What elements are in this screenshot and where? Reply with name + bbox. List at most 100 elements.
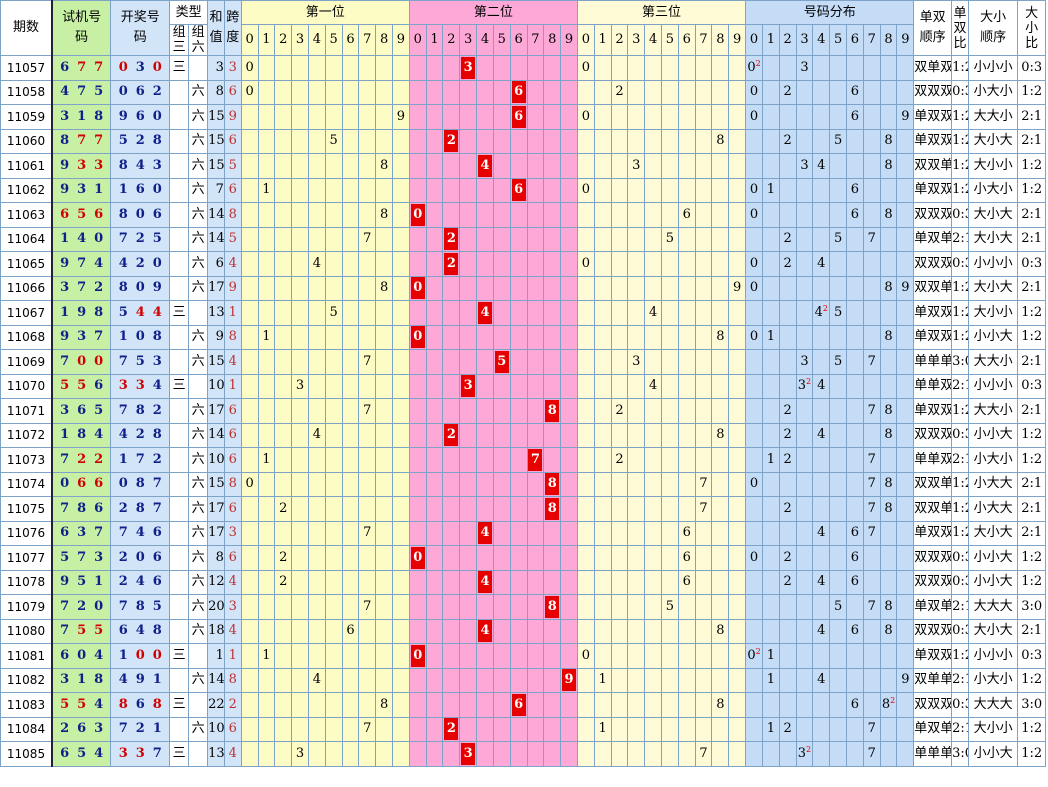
pos1-hit: 7: [358, 594, 377, 620]
pos3-hit: 2: [610, 79, 629, 105]
dist-hit: 0: [745, 471, 763, 497]
odd-even-order-cell: 双双双: [913, 422, 953, 448]
issue-cell: 11065: [0, 251, 53, 277]
trial-digit: 5: [77, 745, 87, 761]
big-small-order-cell: 大小小: [967, 153, 1019, 179]
span-cell: 6: [223, 496, 242, 522]
pos3-cell: [728, 618, 747, 644]
pos1-cell: [291, 349, 309, 375]
pos1-cell: [341, 177, 360, 203]
pos1-cell: [291, 422, 309, 448]
draw-digit: 4: [152, 378, 162, 394]
trial-digit: 6: [77, 402, 87, 418]
dist-cell: [896, 741, 915, 767]
dist-hit: 8: [879, 128, 898, 154]
odd-even-order-cell: 双双双: [913, 251, 953, 277]
pos1-cell: [257, 496, 276, 522]
pos3-cell: [694, 667, 713, 693]
pos3-cell: [610, 55, 629, 81]
dist-hit: 9: [896, 104, 915, 130]
header-pos3-digit: 3: [627, 24, 646, 56]
dist-cell: [845, 300, 864, 326]
pos3-cell: [576, 226, 595, 252]
pos1-cell: [341, 202, 360, 228]
pos2-cell: [526, 324, 545, 350]
pos2-cell: [526, 716, 545, 742]
pos2-cell: [526, 520, 545, 546]
span-cell: 6: [223, 398, 242, 424]
pos2-cell: [442, 471, 461, 497]
dist-cell: [761, 226, 780, 252]
big-small-order-cell: 大大小: [967, 104, 1019, 130]
header-dist-digit: 7: [862, 24, 881, 56]
dist-cell: [745, 594, 763, 620]
pos2-cell: [560, 373, 578, 399]
big-small-ratio-cell: 1:2: [1017, 545, 1046, 571]
pos1-cell: [324, 373, 343, 399]
dist-cell: [845, 447, 864, 473]
pos2-cell: [408, 104, 427, 130]
pos3-cell: [593, 422, 612, 448]
pos2-cell: [408, 79, 427, 105]
trial-digit: 6: [94, 378, 104, 394]
pos3-cell: [728, 79, 747, 105]
trial-digit: 1: [60, 231, 70, 247]
pos1-cell: [375, 177, 393, 203]
dist-cell: [778, 349, 797, 375]
pos3-cell: [694, 545, 713, 571]
issue-cell: 11085: [0, 741, 53, 767]
pos1-cell: [341, 128, 360, 154]
trial-digit: 7: [77, 549, 87, 565]
pos1-cell: [274, 373, 293, 399]
pos2-cell: [543, 373, 562, 399]
pos2-cell: [492, 447, 511, 473]
pos3-cell: [728, 55, 747, 81]
pos2-cell: [476, 128, 494, 154]
pos2-cell: [425, 618, 444, 644]
pos2-cell: [425, 202, 444, 228]
pos1-hit: 4: [307, 251, 326, 277]
pos1-cell: [240, 545, 259, 571]
pos2-hit-marker: 3: [461, 56, 476, 79]
odd-even-ratio-cell: 2:1: [951, 667, 969, 693]
pos1-cell: [307, 300, 326, 326]
dist-cell: [879, 226, 898, 252]
dist-cell: [862, 55, 881, 81]
draw-digit: 1: [118, 451, 128, 467]
dist-cell: [862, 643, 881, 669]
pos3-cell: [677, 177, 696, 203]
pos3-cell: [610, 153, 629, 179]
pos1-hit: 8: [375, 202, 393, 228]
pos2-cell: [560, 643, 578, 669]
pos3-cell: [694, 55, 713, 81]
pos1-cell: [240, 594, 259, 620]
pos1-cell: [324, 153, 343, 179]
dist-cell: [829, 153, 847, 179]
pos2-cell: [408, 177, 427, 203]
pos3-cell: [593, 177, 612, 203]
pos2-cell: [459, 520, 478, 546]
big-small-order-cell: 大小大: [967, 618, 1019, 644]
pos3-cell: [661, 692, 679, 718]
odd-even-order-cell: 双双双: [913, 569, 953, 595]
dist-cell: [862, 128, 881, 154]
dist-cell: [829, 324, 847, 350]
pos1-hit: 1: [257, 177, 276, 203]
sum-cell: 15: [207, 471, 225, 497]
pos1-cell: [324, 496, 343, 522]
pos1-cell: [257, 275, 276, 301]
pos3-hit: 9: [728, 275, 747, 301]
odd-even-ratio-cell: 1:2: [951, 275, 969, 301]
pos1-cell: [358, 471, 377, 497]
trial-digit: 6: [60, 206, 70, 222]
trial-digit: 9: [60, 329, 70, 345]
sum-cell: 1: [207, 643, 225, 669]
pos3-cell: [694, 104, 713, 130]
pos1-cell: [358, 275, 377, 301]
pos2-cell: [425, 545, 444, 571]
pos3-cell: [728, 422, 747, 448]
dist-cell: [896, 520, 915, 546]
